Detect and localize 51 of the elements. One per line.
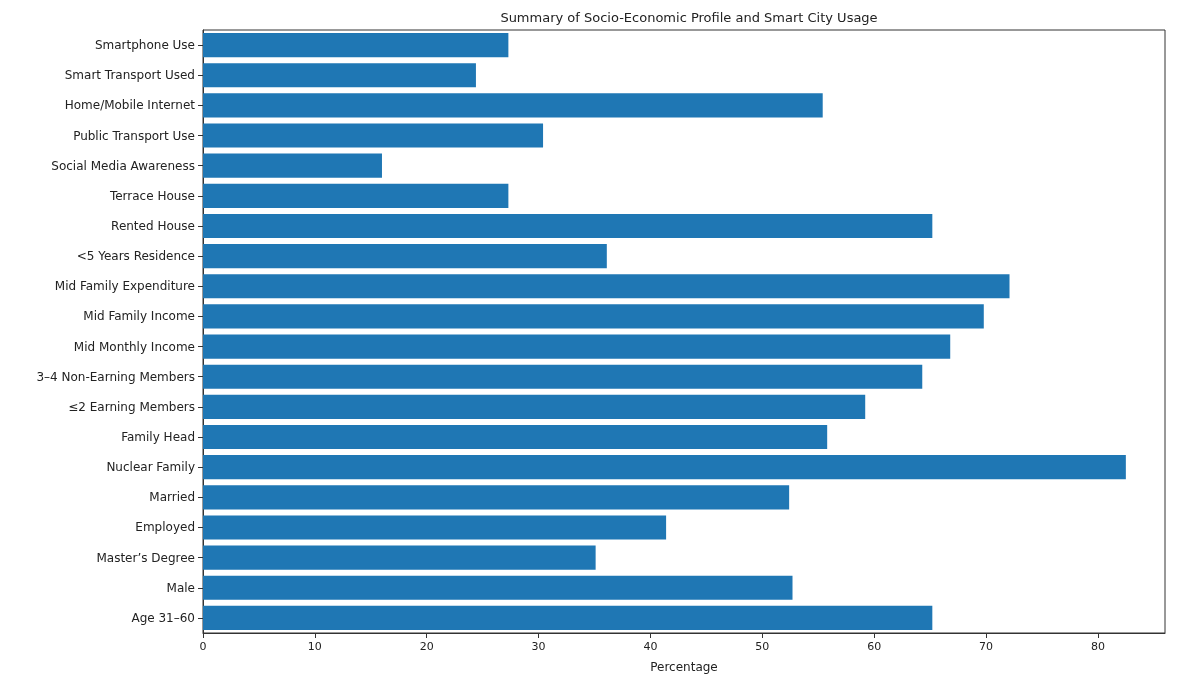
x-tick-label: 60 <box>867 640 882 653</box>
y-tick-label: Master’s Degree <box>96 550 195 565</box>
x-tick-label: 20 <box>419 640 434 653</box>
bar <box>203 575 793 600</box>
bar <box>203 183 509 208</box>
bar <box>203 244 607 269</box>
x-tick-label: 30 <box>531 640 546 653</box>
bar <box>203 123 544 148</box>
bar <box>203 33 509 58</box>
y-tick-label: Male <box>166 580 195 595</box>
y-tick-label: Public Transport Use <box>73 128 195 143</box>
y-tick-label: Mid Family Expenditure <box>54 279 195 294</box>
y-tick-label: Employed <box>135 520 195 535</box>
y-tick-label: 3–4 Non-Earning Members <box>36 369 195 384</box>
y-tick-label: <5 Years Residence <box>76 249 195 264</box>
bar <box>203 334 951 359</box>
y-tick-label: ≤2 Earning Members <box>68 399 195 414</box>
bar <box>203 394 866 419</box>
y-tick-label: Smartphone Use <box>94 38 195 53</box>
y-tick-label: Age 31–60 <box>131 610 195 625</box>
y-tick-label: Mid Monthly Income <box>73 339 195 354</box>
x-tick-label: 0 <box>199 640 207 653</box>
y-tick-label: Home/Mobile Internet <box>64 98 196 113</box>
x-axis-title: Percentage <box>650 660 718 674</box>
y-tick-label: Married <box>149 490 195 505</box>
y-tick-label: Social Media Awareness <box>51 158 195 173</box>
y-tick-label: Terrace House <box>108 188 195 203</box>
bar <box>203 605 933 630</box>
bar <box>203 63 476 88</box>
x-tick-label: 70 <box>979 640 994 653</box>
y-tick-label: Family Head <box>121 430 195 445</box>
y-tick-label: Rented House <box>111 218 195 233</box>
y-tick-label: Nuclear Family <box>106 460 195 475</box>
bar <box>203 515 667 540</box>
bar <box>203 274 1010 299</box>
bar <box>203 364 923 389</box>
bar <box>203 485 790 510</box>
x-tick-label: 80 <box>1090 640 1105 653</box>
x-tick-label: 50 <box>755 640 770 653</box>
y-tick-label: Smart Transport Used <box>64 68 195 83</box>
bar <box>203 153 382 178</box>
chart-title: Summary of Socio-Economic Profile and Smart City Usage <box>500 10 878 25</box>
bar <box>203 213 933 239</box>
bar <box>203 545 596 570</box>
x-tick-label: 10 <box>307 640 322 653</box>
bar <box>203 455 1126 480</box>
bar <box>203 424 828 450</box>
bar <box>203 93 823 118</box>
bar <box>203 304 984 329</box>
x-tick-label: 40 <box>643 640 658 653</box>
y-tick-label: Mid Family Income <box>83 309 195 324</box>
